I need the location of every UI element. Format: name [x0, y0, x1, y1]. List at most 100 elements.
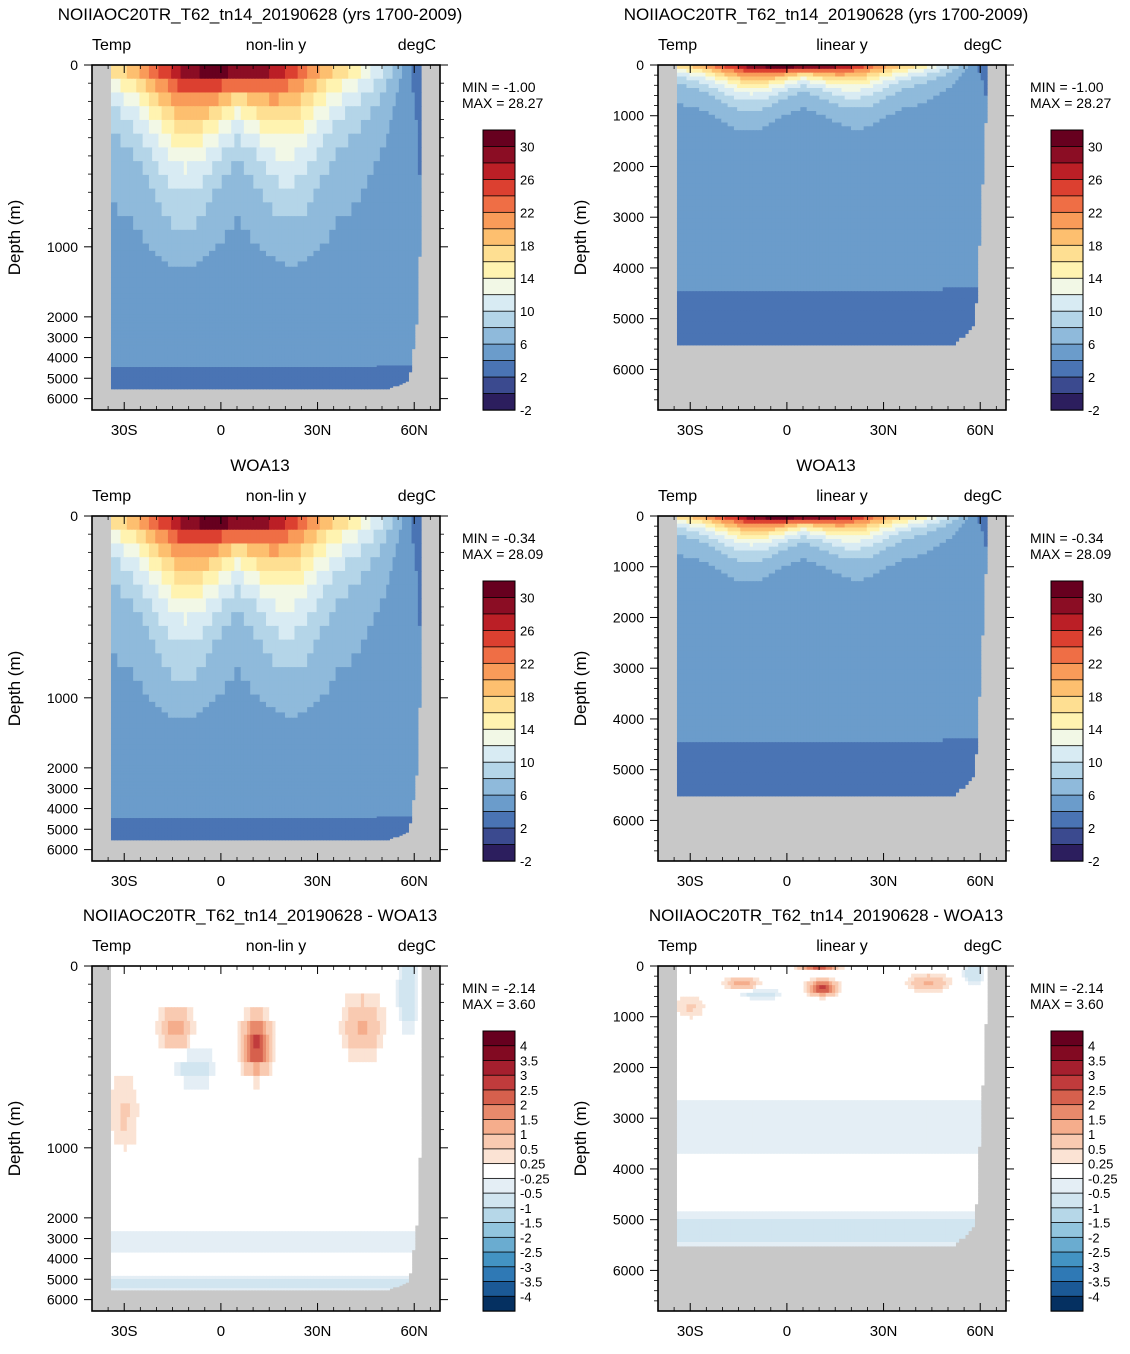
field-cell: [126, 303, 131, 310]
field-cell: [231, 78, 235, 94]
field-cell: [383, 202, 387, 217]
field-cell: [338, 330, 343, 333]
field-cell: [177, 342, 182, 345]
field-cell: [367, 65, 371, 80]
field-cell: [281, 336, 286, 339]
field-cell: [253, 256, 258, 263]
field-cell: [164, 348, 169, 351]
field-cell: [259, 272, 264, 278]
field-cell: [171, 229, 175, 245]
field-cell: [221, 345, 226, 348]
field-cell: [155, 188, 160, 203]
field-cell: [417, 106, 422, 121]
field-cell: [253, 320, 258, 323]
field-cell: [370, 320, 375, 323]
field-cell: [114, 330, 118, 333]
field-cell: [256, 348, 261, 351]
field-cell: [335, 353, 340, 356]
field-cell: [272, 339, 277, 342]
field-cell: [155, 256, 160, 263]
field-cell: [395, 353, 400, 356]
field-cell: [364, 277, 368, 284]
field-cell: [379, 133, 384, 149]
field-cell: [284, 119, 289, 135]
field-cell: [373, 256, 378, 263]
field-cell: [224, 119, 229, 135]
field-cell: [300, 261, 305, 268]
field-cell: [180, 317, 185, 320]
field-cell: [269, 353, 273, 356]
field-cell: [247, 320, 251, 323]
field-cell: [177, 339, 182, 342]
field-cell: [193, 325, 197, 328]
field-cell: [190, 333, 194, 336]
field-cell: [297, 243, 302, 252]
field-cell: [167, 216, 172, 231]
field-cell: [186, 327, 191, 330]
field-cell: [291, 243, 296, 252]
field-cell: [335, 328, 340, 331]
field-cell: [240, 309, 245, 315]
field-cell: [142, 353, 147, 356]
field-cell: [364, 293, 368, 300]
field-cell: [120, 345, 125, 348]
field-cell: [313, 341, 318, 344]
field-cell: [417, 188, 422, 203]
field-cell: [278, 250, 283, 257]
field-cell: [136, 331, 141, 334]
field-cell: [152, 320, 156, 323]
field-cell: [177, 188, 182, 203]
field-cell: [345, 147, 349, 162]
field-cell: [288, 309, 292, 315]
field-cell: [402, 317, 406, 320]
field-cell: [351, 317, 356, 320]
field-cell: [202, 272, 207, 278]
field-cell: [142, 287, 147, 294]
field-cell: [364, 333, 368, 336]
field-cell: [297, 174, 302, 190]
field-cell: [307, 322, 311, 325]
field-cell: [129, 133, 134, 149]
field-cell: [370, 353, 375, 356]
field-cell: [145, 293, 150, 300]
field-cell: [250, 216, 254, 231]
field-cell: [202, 133, 207, 149]
field-cell: [120, 351, 125, 354]
field-cell: [152, 327, 156, 330]
field-cell: [183, 147, 188, 162]
field-cell: [345, 216, 349, 231]
field-cell: [281, 287, 286, 294]
field-cell: [171, 341, 175, 344]
field-cell: [322, 345, 327, 348]
field-cell: [398, 323, 403, 327]
field-cell: [155, 336, 160, 339]
field-cell: [348, 119, 353, 135]
field-cell: [209, 243, 213, 252]
field-cell: [316, 216, 321, 231]
field-cell: [148, 347, 153, 350]
field-cell: [240, 250, 245, 257]
field-cell: [190, 317, 194, 320]
field-cell: [139, 348, 144, 351]
field-cell: [398, 337, 403, 341]
field-cell: [284, 250, 289, 257]
field-cell: [335, 298, 340, 305]
field-cell: [291, 354, 296, 357]
field-cell: [224, 351, 229, 354]
field-cell: [231, 345, 235, 348]
field-cell: [240, 314, 245, 319]
field-cell: [341, 345, 346, 348]
field-cell: [269, 336, 273, 339]
field-cell: [161, 147, 166, 162]
field-cell: [196, 243, 201, 252]
field-cell: [183, 298, 188, 305]
field-cell: [193, 328, 197, 331]
field-cell: [136, 243, 141, 252]
field-cell: [326, 272, 330, 278]
field-cell: [379, 298, 384, 305]
field-cell: [262, 147, 267, 162]
field-cell: [294, 350, 299, 353]
field-cell: [142, 174, 147, 190]
field-cell: [167, 323, 172, 327]
field-cell: [117, 119, 122, 135]
